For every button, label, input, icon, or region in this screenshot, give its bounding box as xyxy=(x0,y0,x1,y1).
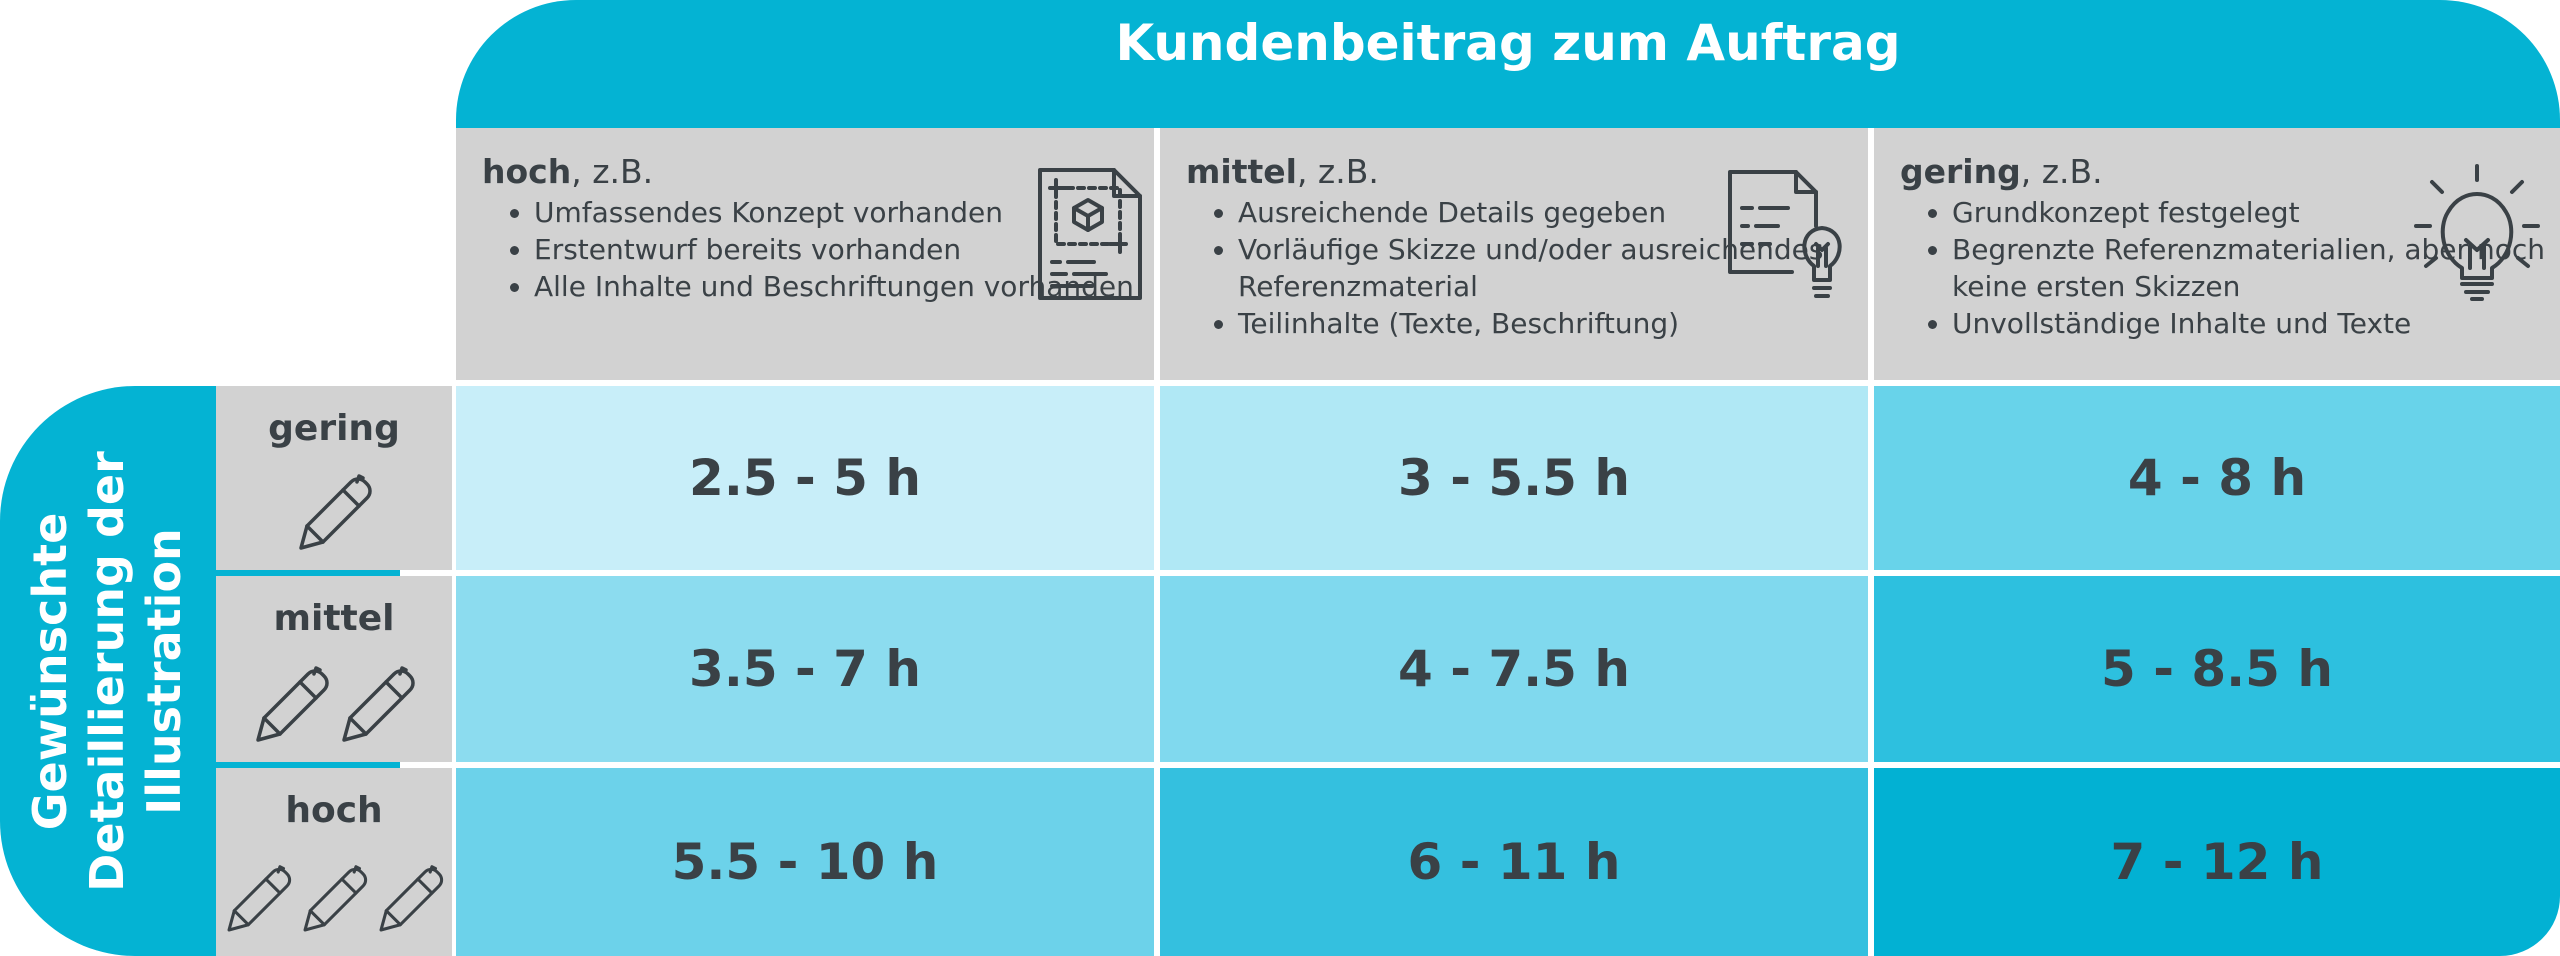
cell-value: 2.5 - 5 h xyxy=(689,449,921,507)
column-items: Umfassendes Konzept vorhanden Erstentwur… xyxy=(482,194,1134,305)
row-label: gering xyxy=(268,408,400,449)
pencil-icon xyxy=(342,666,415,742)
side-label-line: Detaillierung der xyxy=(80,450,134,892)
list-item: Unvollständige Inhalte und Texte xyxy=(1952,305,2560,342)
header-band: Kundenbeitrag zum Auftrag xyxy=(456,0,2560,128)
column-suffix: , z.B. xyxy=(571,152,654,191)
pencil-icon xyxy=(379,865,444,932)
column-head-title: hoch, z.B. xyxy=(482,152,653,191)
side-label: Gewünschte Detaillierung der Illustratio… xyxy=(0,386,215,956)
cell-gering-gering: 4 - 8 h xyxy=(1874,386,2560,570)
list-item: Alle Inhalte und Beschriftungen vorhande… xyxy=(534,268,1134,305)
cell-gering-mittel: 3 - 5.5 h xyxy=(1160,386,1868,570)
cell-value: 4 - 8 h xyxy=(2127,449,2307,507)
cell-value: 6 - 11 h xyxy=(1407,833,1621,891)
side-label-line: Illustration xyxy=(137,527,191,815)
header-title: Kundenbeitrag zum Auftrag xyxy=(1115,14,1901,72)
pencil-icon xyxy=(227,865,292,932)
pencil-icon xyxy=(299,474,372,550)
cell-value: 5 - 8.5 h xyxy=(2101,640,2333,698)
cell-value: 4 - 7.5 h xyxy=(1398,640,1630,698)
list-item: Umfassendes Konzept vorhanden xyxy=(534,194,1134,231)
column-items: Grundkonzept festgelegt Begrenzte Refere… xyxy=(1900,194,2560,342)
column-level: hoch xyxy=(482,152,572,191)
column-head-title: gering, z.B. xyxy=(1900,152,2103,191)
list-item: Ausreichende Details gegeben xyxy=(1238,194,1868,231)
cell-hoch-mittel: 6 - 11 h xyxy=(1160,768,1868,956)
column-head-gering: gering, z.B. Grundkonzept festgelegt Beg… xyxy=(1874,128,2560,380)
column-head-hoch: hoch, z.B. Umfassendes Konzept vorhanden… xyxy=(456,128,1154,380)
cell-mittel-gering: 5 - 8.5 h xyxy=(1874,576,2560,762)
list-item: Begrenzte Referenzmaterialien, aber noch… xyxy=(1952,231,2560,305)
cell-hoch-hoch: 5.5 - 10 h xyxy=(456,768,1154,956)
list-item: Teilinhalte (Texte, Beschriftung) xyxy=(1238,305,1868,342)
column-level: mittel xyxy=(1186,152,1297,191)
lightbulb-icon xyxy=(2414,164,2540,301)
row-head-mittel: mittel xyxy=(216,576,452,762)
cell-value: 3.5 - 7 h xyxy=(689,640,921,698)
pencil-icon xyxy=(303,865,368,932)
list-item: Erstentwurf bereits vorhanden xyxy=(534,231,1134,268)
cell-value: 7 - 12 h xyxy=(2110,833,2324,891)
row-label: mittel xyxy=(273,598,395,639)
cell-gering-hoch: 2.5 - 5 h xyxy=(456,386,1154,570)
column-suffix: , z.B. xyxy=(1296,152,1379,191)
blueprint-document-icon xyxy=(1038,168,1142,300)
column-items: Ausreichende Details gegeben Vorläufige … xyxy=(1186,194,1868,342)
row-head-hoch: hoch xyxy=(216,768,452,956)
side-label-line: Gewünschte xyxy=(23,512,77,830)
list-item: Grundkonzept festgelegt xyxy=(1952,194,2560,231)
cell-value: 3 - 5.5 h xyxy=(1398,449,1630,507)
column-head-mittel: mittel, z.B. Ausreichende Details gegebe… xyxy=(1160,128,1868,380)
column-head-title: mittel, z.B. xyxy=(1186,152,1379,191)
row-label: hoch xyxy=(285,790,383,831)
cell-mittel-hoch: 3.5 - 7 h xyxy=(456,576,1154,762)
pencil-icon xyxy=(256,666,329,742)
list-item: Vorläufige Skizze und/oder ausreichendes… xyxy=(1238,231,1868,305)
column-level: gering xyxy=(1900,152,2021,191)
side-label-text: Gewünschte Detaillierung der Illustratio… xyxy=(22,451,193,892)
row-head-gering: gering xyxy=(216,386,452,570)
document-lightbulb-icon xyxy=(1728,170,1842,298)
cell-mittel-mittel: 4 - 7.5 h xyxy=(1160,576,1868,762)
column-suffix: , z.B. xyxy=(2020,152,2103,191)
cell-hoch-gering: 7 - 12 h xyxy=(1874,768,2560,956)
cell-value: 5.5 - 10 h xyxy=(671,833,939,891)
